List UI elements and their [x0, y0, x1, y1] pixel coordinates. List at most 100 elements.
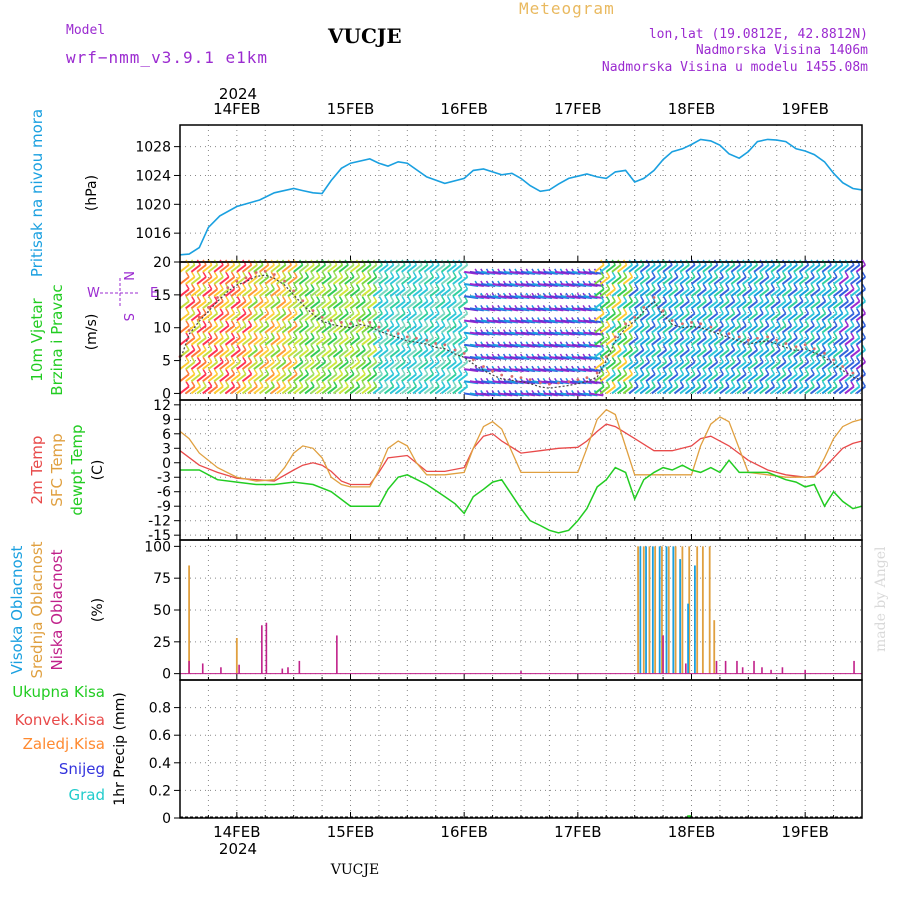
wind-barb — [457, 385, 469, 395]
wind-barb — [656, 276, 668, 285]
wind-barb-flag — [378, 271, 383, 278]
wind-barb — [724, 264, 736, 273]
wind-barb — [634, 385, 645, 395]
wind-barb-flag — [855, 295, 861, 302]
wind-barb — [224, 324, 236, 334]
wind-barb-flag — [855, 368, 861, 375]
wind-barb — [605, 264, 616, 273]
wind-barb-flag — [645, 320, 650, 327]
wind-barb — [355, 349, 366, 358]
wind-barb — [679, 385, 690, 395]
gust-dot — [670, 319, 674, 322]
wind-barb — [327, 288, 338, 297]
wind-barb — [793, 264, 804, 273]
wind-barb-flag — [617, 368, 622, 375]
wind-barb-flag — [804, 271, 810, 278]
wind-barb — [258, 276, 270, 285]
wind-barb-flag — [713, 381, 719, 387]
gust-dot — [699, 322, 702, 326]
wind-barb — [639, 276, 650, 285]
wind-barb-flag — [327, 381, 332, 387]
wind-barb — [190, 337, 201, 346]
wind-barb-flag — [242, 356, 247, 363]
wind-barb — [832, 312, 844, 322]
wind-barb — [645, 276, 656, 285]
wind-barb — [395, 264, 406, 273]
wind-barb — [599, 385, 611, 395]
wind-barb-flag — [827, 332, 832, 339]
wind-barb-flag — [384, 271, 389, 278]
wind-barb — [702, 361, 713, 370]
wind-barb-flag — [810, 368, 815, 375]
day-label-top: 17FEB — [554, 100, 601, 118]
wind-barb — [287, 288, 298, 297]
wind-barb-flag — [389, 308, 395, 314]
wind-barb-flag — [793, 368, 798, 375]
wind-barb-flag — [600, 320, 605, 327]
wind-barb-flag — [748, 320, 753, 327]
gust-dot — [235, 279, 239, 283]
wind-barb — [815, 385, 827, 395]
wind-barb — [804, 300, 815, 310]
wind-barb — [406, 300, 417, 310]
gust-dot — [661, 309, 665, 313]
wind-barb-flag — [355, 295, 361, 302]
wind-barb-flag — [196, 344, 202, 351]
wind-barb — [406, 276, 417, 285]
wind-barb — [634, 324, 645, 334]
wind-barb — [236, 349, 247, 358]
year-bottom: 2024 — [219, 840, 257, 858]
wind-barb — [599, 373, 611, 383]
wind-barb — [662, 337, 673, 346]
wind-barb-flag — [310, 381, 315, 387]
wind-barb-flag — [759, 356, 764, 363]
wind-barb-flag — [651, 356, 656, 363]
wind-barb-flag — [333, 381, 338, 387]
wind-barb — [332, 276, 344, 285]
wind-barb — [440, 312, 452, 322]
wind-barb-flag — [378, 356, 383, 363]
wind-barb — [179, 312, 190, 322]
wind-barb — [321, 264, 332, 273]
wind-barb-flag — [429, 320, 435, 327]
wind-barb — [810, 373, 821, 383]
wind-barb — [605, 324, 616, 334]
wind-barb-flag — [736, 271, 741, 278]
wind-barb-flag — [662, 308, 668, 314]
wind-barb — [730, 264, 741, 273]
wind-barb — [827, 300, 838, 310]
wind-barb — [622, 361, 633, 370]
wind-barb-flag — [640, 271, 645, 278]
wind-barb — [321, 337, 332, 346]
wind-barb-flag — [264, 295, 270, 302]
wind-barb — [344, 373, 355, 383]
wind-barb-flag — [634, 332, 639, 339]
wind-barb-flag — [355, 332, 361, 339]
wind-barb-flag — [202, 356, 207, 363]
wind-barb-flag — [299, 381, 304, 387]
wind-barb — [378, 264, 389, 273]
wind-barb — [276, 288, 287, 297]
wind-barb-flag — [657, 381, 662, 387]
wind-barb — [651, 324, 662, 334]
wind-barb-flag — [827, 271, 832, 278]
wind-barb-flag — [651, 332, 656, 339]
wind-barb — [685, 324, 696, 334]
wind-barb — [207, 361, 219, 370]
wind-barb-flag — [350, 283, 355, 290]
wind-barb — [258, 337, 270, 346]
wind-barb — [196, 385, 207, 395]
cloud-bar — [685, 663, 687, 674]
wind-barb-flag — [748, 368, 753, 375]
gust-dot — [823, 351, 826, 355]
wind-barb-flag — [367, 332, 372, 339]
wind-barb — [747, 264, 758, 273]
wind-barb-flag — [702, 271, 707, 278]
wind-barb-flag — [418, 356, 423, 363]
wind-barb-flag — [748, 344, 753, 351]
wind-barb — [713, 300, 724, 310]
wind-barb — [707, 312, 719, 322]
wind-barb-flag — [782, 356, 787, 363]
gust-dot — [803, 343, 807, 347]
gust-dot — [244, 276, 248, 280]
